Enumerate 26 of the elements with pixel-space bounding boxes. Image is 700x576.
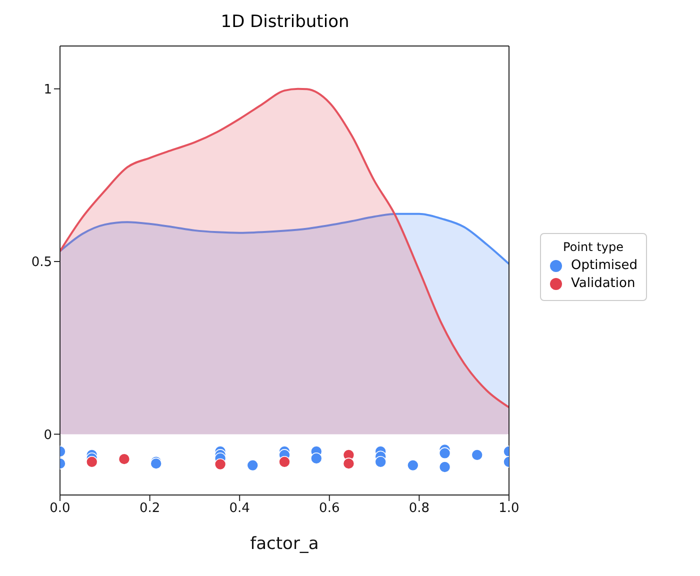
- legend-label: Optimised: [571, 258, 638, 273]
- point: [438, 447, 451, 460]
- point: [214, 458, 226, 470]
- chart-title: 1D Distribution: [220, 12, 350, 32]
- point: [438, 461, 451, 473]
- x-tick-label: 0.2: [139, 501, 160, 516]
- x-tick-label: 0.8: [408, 501, 430, 516]
- legend-title: Point type: [562, 240, 624, 254]
- x-tick-label: 0.6: [319, 501, 340, 516]
- x-axis-title: factor_a: [250, 534, 319, 554]
- point: [118, 453, 130, 465]
- point: [278, 456, 290, 468]
- point: [374, 456, 386, 468]
- point: [471, 449, 484, 461]
- y-tick-label: 0.5: [31, 255, 52, 270]
- point: [86, 456, 98, 468]
- point: [310, 452, 322, 464]
- legend-label: Validation: [571, 276, 636, 291]
- point: [246, 459, 259, 472]
- x-tick-label: 1.0: [498, 501, 520, 516]
- y-tick-label: 0: [44, 428, 52, 443]
- x-tick-label: 0.4: [229, 501, 250, 516]
- x-tick-label: 0.0: [50, 501, 70, 516]
- point: [342, 458, 355, 470]
- y-tick-label: 1: [44, 82, 52, 98]
- point: [407, 459, 419, 472]
